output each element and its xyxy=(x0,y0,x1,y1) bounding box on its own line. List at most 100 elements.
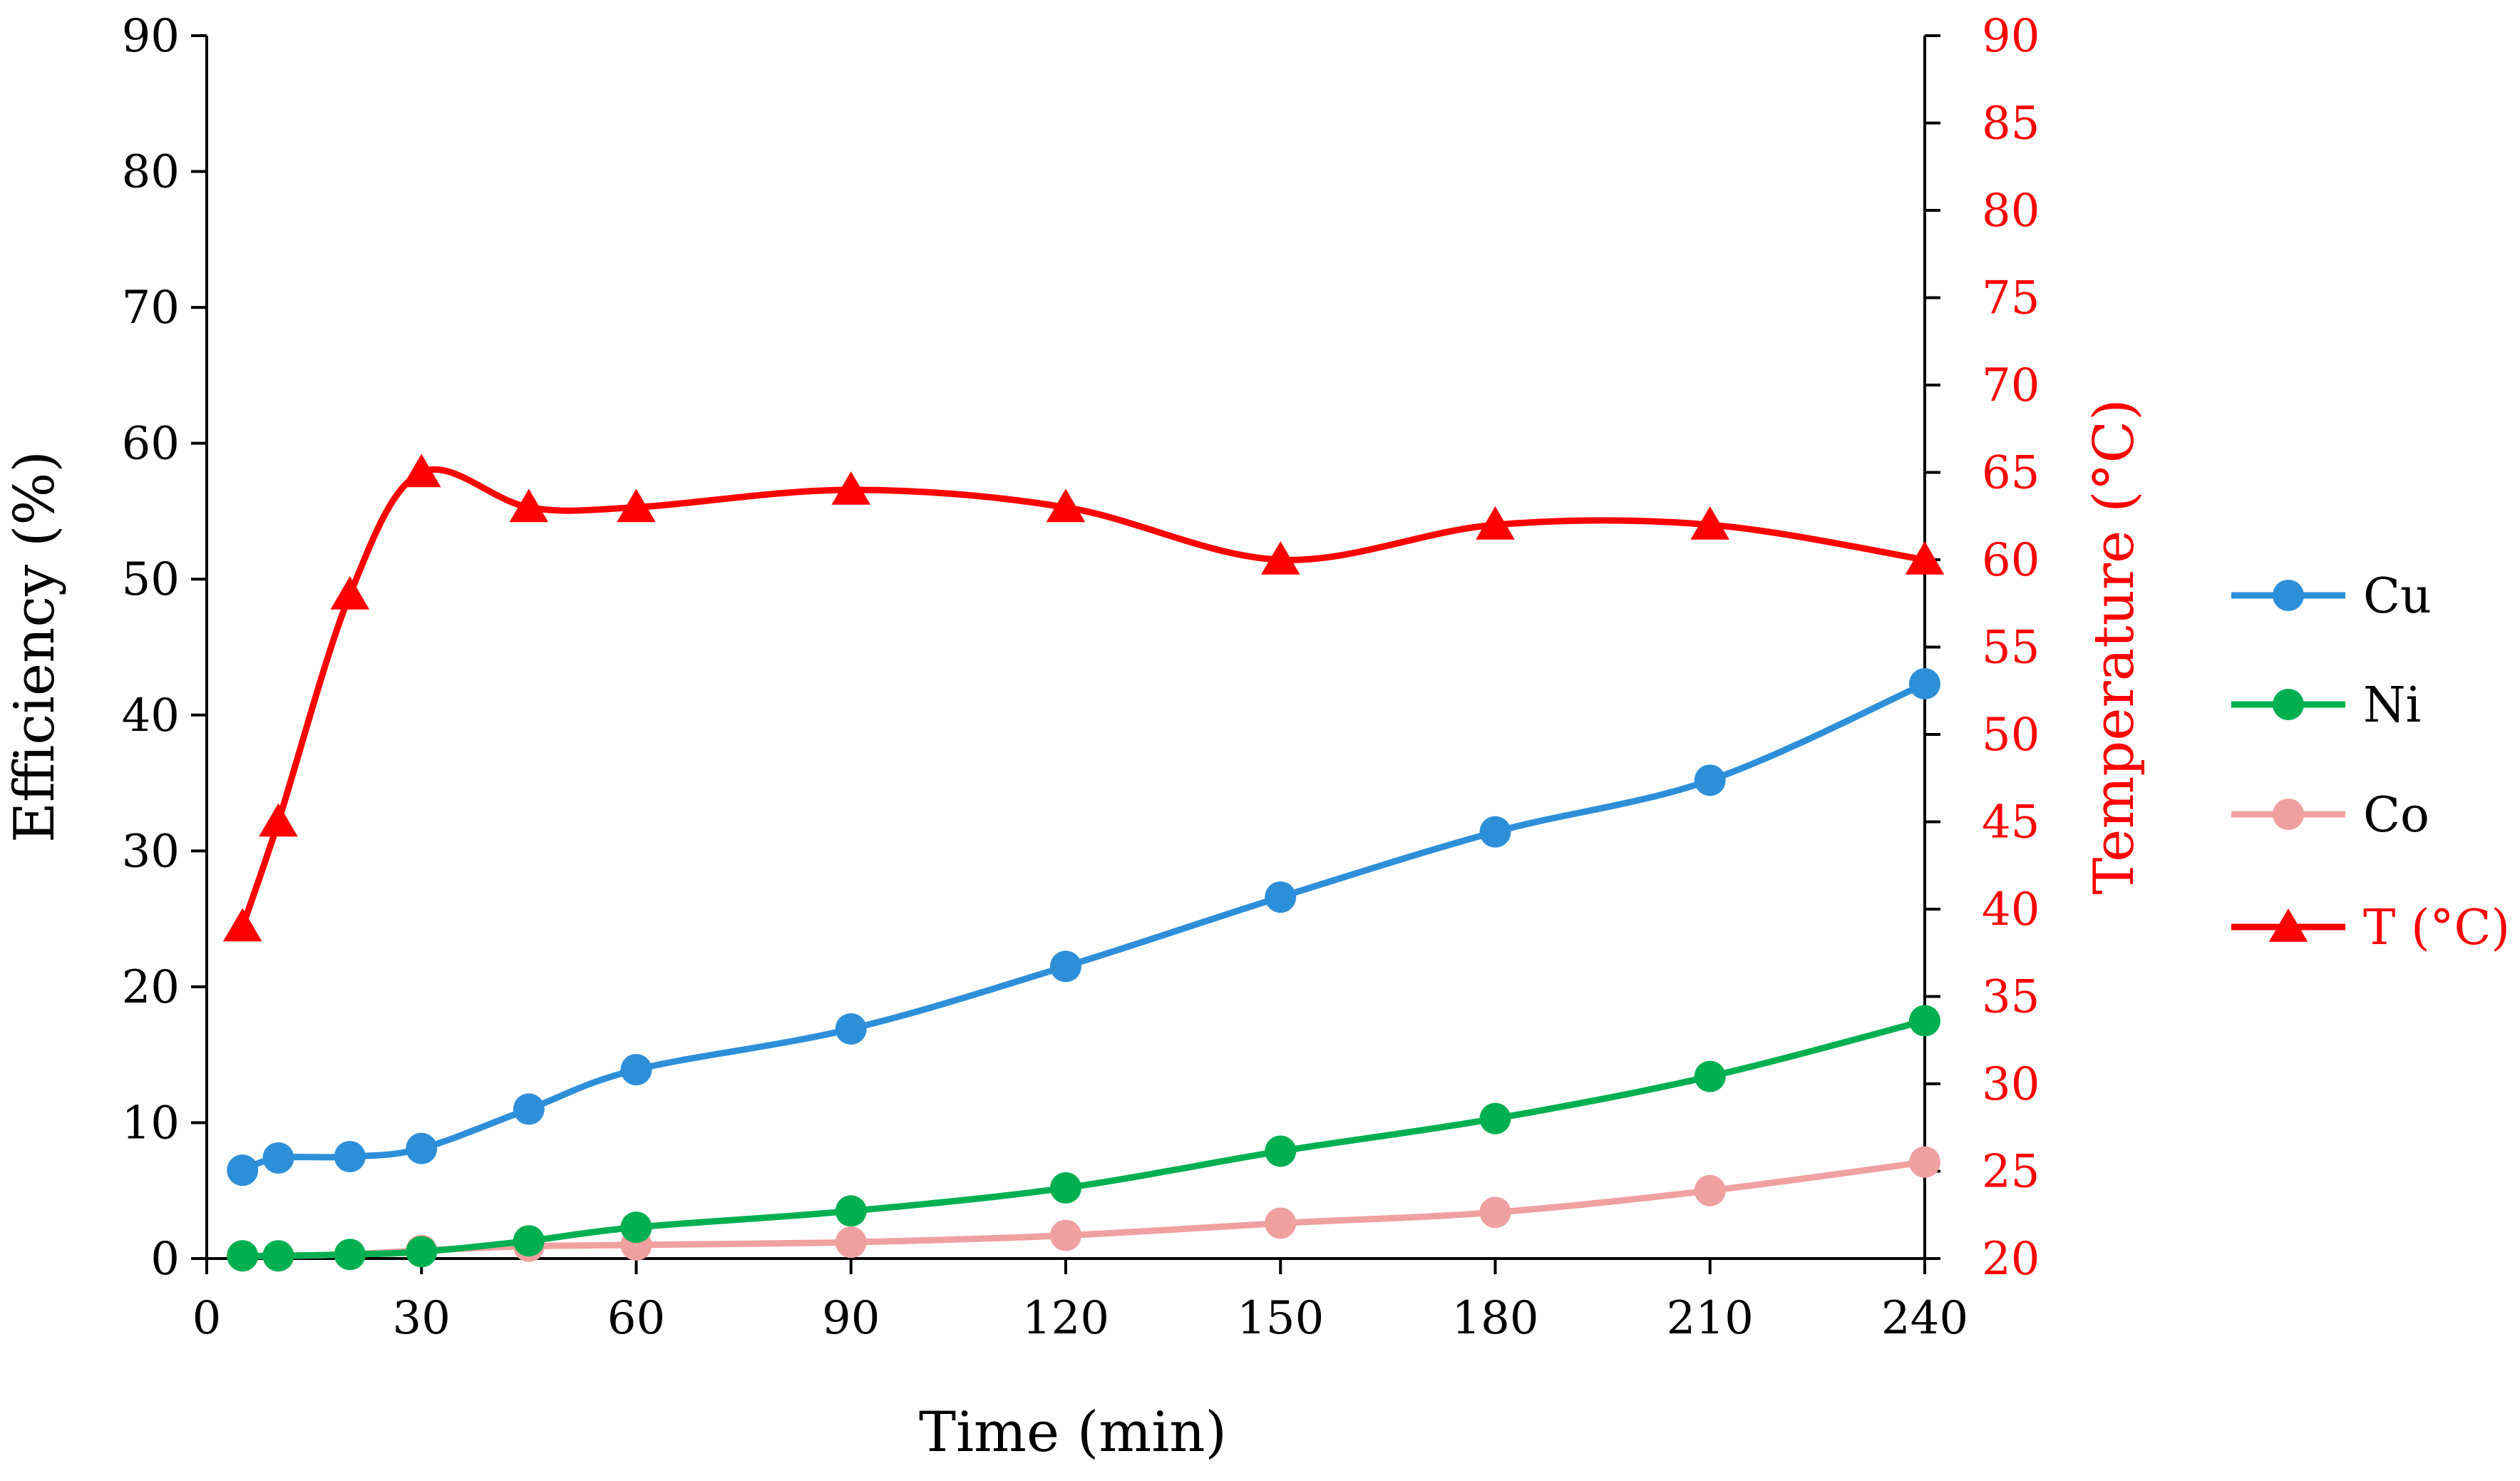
right-tick-label: 25 xyxy=(1982,1146,2040,1199)
series-cu-point xyxy=(334,1141,366,1173)
x-tick-label: 30 xyxy=(393,1292,451,1345)
series-co-point xyxy=(1050,1219,1081,1251)
left-tick-label: 60 xyxy=(122,418,180,471)
series-ni-point xyxy=(227,1240,259,1272)
series-co-point xyxy=(1265,1207,1297,1239)
left-axis-ticks: 0 10 20 30 40 50 60 70 80 90 xyxy=(122,10,207,1286)
series-t-point xyxy=(222,908,262,942)
legend-label: Co xyxy=(2363,787,2429,844)
series-cu-point xyxy=(406,1132,438,1164)
legend-item-ni: Ni xyxy=(2231,677,2421,734)
legend-swatch-marker xyxy=(2273,799,2304,830)
legend-label: Ni xyxy=(2363,677,2421,734)
right-tick-label: 50 xyxy=(1982,709,2040,762)
left-tick-label: 80 xyxy=(122,146,180,199)
series-ni-point xyxy=(513,1225,545,1257)
right-tick-label: 30 xyxy=(1982,1058,2040,1111)
right-tick-label: 85 xyxy=(1982,98,2040,150)
series-layer xyxy=(222,453,1945,1272)
x-tick-label: 120 xyxy=(1022,1292,1109,1345)
series-ni-point xyxy=(1909,1005,1940,1037)
x-tick-label: 210 xyxy=(1667,1292,1754,1345)
series-cu-point xyxy=(1694,764,1726,796)
series-t-point xyxy=(617,488,656,523)
left-tick-label: 10 xyxy=(122,1097,180,1149)
series-t-line xyxy=(239,466,1928,930)
plot-frame xyxy=(205,36,1926,1260)
legend-item-t: T (°C) xyxy=(2231,900,2510,956)
right-tick-label: 35 xyxy=(1982,971,2040,1024)
series-t xyxy=(222,453,1945,942)
series-ni-line xyxy=(239,1018,1928,1259)
series-t-point xyxy=(1476,506,1515,540)
series-co-point xyxy=(1479,1196,1511,1229)
series-cu-point xyxy=(620,1054,652,1086)
left-tick-label: 90 xyxy=(122,10,180,63)
series-cu-point xyxy=(1909,667,1940,699)
x-tick-label: 90 xyxy=(822,1292,880,1345)
x-tick-label: 180 xyxy=(1451,1292,1538,1345)
series-ni-point xyxy=(334,1239,366,1271)
right-tick-label: 55 xyxy=(1982,622,2040,675)
series-t-point xyxy=(259,803,298,837)
series-co-point xyxy=(1909,1146,1940,1178)
series-t-point xyxy=(1905,541,1945,575)
right-tick-label: 75 xyxy=(1982,272,2040,325)
series-cu-point xyxy=(835,1013,867,1045)
series-t-point xyxy=(1046,488,1086,523)
x-tick-label: 60 xyxy=(607,1292,665,1345)
right-tick-label: 40 xyxy=(1982,883,2040,936)
series-t-point xyxy=(401,453,441,488)
right-tick-label: 20 xyxy=(1982,1233,2040,1286)
series-ni-point xyxy=(1694,1060,1726,1092)
series-co-point xyxy=(1694,1174,1726,1206)
legend-swatch-marker xyxy=(2273,689,2304,720)
series-co xyxy=(227,1146,1940,1272)
left-axis-title: Efficiency (%) xyxy=(3,451,67,843)
x-axis-ticks: 0 30 60 90 120 150 180 210 240 xyxy=(192,1259,1968,1345)
left-tick-label: 30 xyxy=(122,825,180,878)
series-co-point xyxy=(835,1226,867,1259)
series-cu-point xyxy=(262,1142,294,1174)
series-ni-point xyxy=(1050,1172,1081,1204)
series-cu-point xyxy=(513,1093,545,1125)
series-ni-point xyxy=(262,1240,294,1272)
right-tick-label: 45 xyxy=(1982,796,2040,849)
series-ni-point xyxy=(835,1195,867,1227)
series-ni-point xyxy=(1479,1102,1511,1134)
series-ni xyxy=(227,1005,1940,1272)
legend-swatch-marker xyxy=(2273,580,2304,611)
right-tick-label: 80 xyxy=(1982,185,2040,237)
series-cu-point xyxy=(227,1154,259,1187)
series-t-point xyxy=(1690,506,1730,540)
legend-swatch-marker xyxy=(2268,908,2308,942)
series-t-point xyxy=(330,576,370,610)
right-tick-label: 65 xyxy=(1982,447,2040,500)
legend-item-co: Co xyxy=(2231,787,2429,844)
series-ni-point xyxy=(406,1236,438,1268)
right-tick-label: 60 xyxy=(1982,534,2040,587)
series-t-point xyxy=(509,488,549,523)
right-axis-title: Temperature (°C) xyxy=(2082,399,2146,894)
series-ni-point xyxy=(1265,1135,1297,1167)
legend-label: Cu xyxy=(2363,568,2432,625)
series-t-point xyxy=(831,471,871,505)
left-tick-label: 50 xyxy=(122,553,180,606)
series-t-point xyxy=(1260,541,1300,575)
series-ni-point xyxy=(620,1211,652,1244)
x-axis-title: Time (min) xyxy=(919,1400,1227,1465)
series-cu xyxy=(227,667,1940,1187)
legend-item-cu: Cu xyxy=(2231,568,2432,625)
series-cu-point xyxy=(1265,881,1297,913)
legend-label: T (°C) xyxy=(2363,900,2510,956)
left-tick-label: 20 xyxy=(122,961,180,1014)
series-cu-point xyxy=(1479,816,1511,848)
right-tick-label: 70 xyxy=(1982,359,2040,412)
right-tick-label: 90 xyxy=(1982,10,2040,63)
series-cu-point xyxy=(1050,950,1081,983)
left-tick-label: 0 xyxy=(150,1233,180,1286)
series-cu-line xyxy=(239,680,1928,1174)
x-tick-label: 150 xyxy=(1237,1292,1324,1345)
left-tick-label: 70 xyxy=(122,282,180,334)
x-tick-label: 240 xyxy=(1881,1292,1968,1345)
